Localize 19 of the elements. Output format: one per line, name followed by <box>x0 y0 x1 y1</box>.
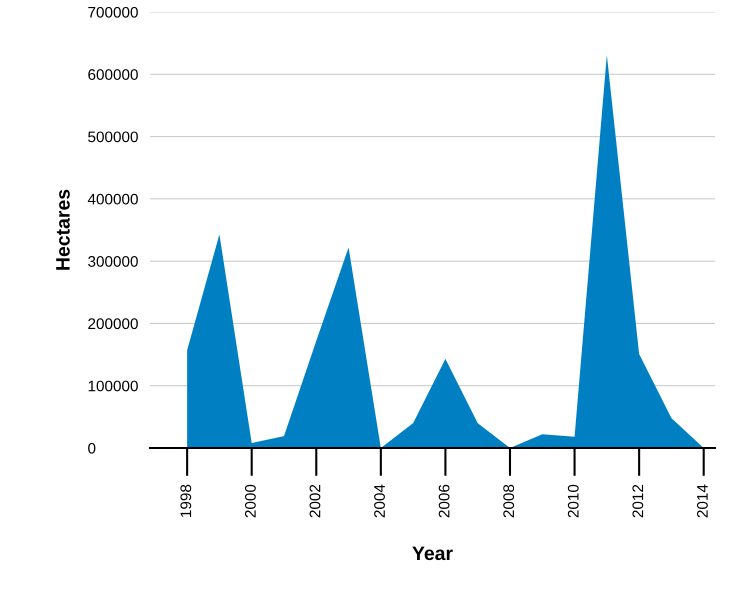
x-tick-label: 2010 <box>568 484 579 518</box>
y-tick-label: 100000 <box>88 380 138 392</box>
x-tick-label: 2000 <box>244 484 256 518</box>
x-tick-label: 2012 <box>632 484 644 518</box>
x-tick-label: 2006 <box>438 484 450 518</box>
x-tick-label: 2004 <box>374 484 385 518</box>
x-axis-title: Year <box>412 546 453 560</box>
x-tick-label: 2002 <box>310 484 320 518</box>
x-tick-label: 2008 <box>503 484 514 518</box>
x-tick-label: 2014 <box>696 484 708 518</box>
y-tick-label: 300000 <box>88 256 138 267</box>
y-tick-label: 700000 <box>88 6 138 18</box>
y-axis-title: Hectares <box>56 190 70 270</box>
y-tick-label: 500000 <box>88 131 138 142</box>
y-tick-label: 600000 <box>88 69 138 80</box>
x-tick-label: 1998 <box>180 484 192 517</box>
y-tick-label: 0 <box>88 442 96 454</box>
y-tick-label: 400000 <box>88 194 138 205</box>
y-tick-label: 200000 <box>88 318 138 330</box>
